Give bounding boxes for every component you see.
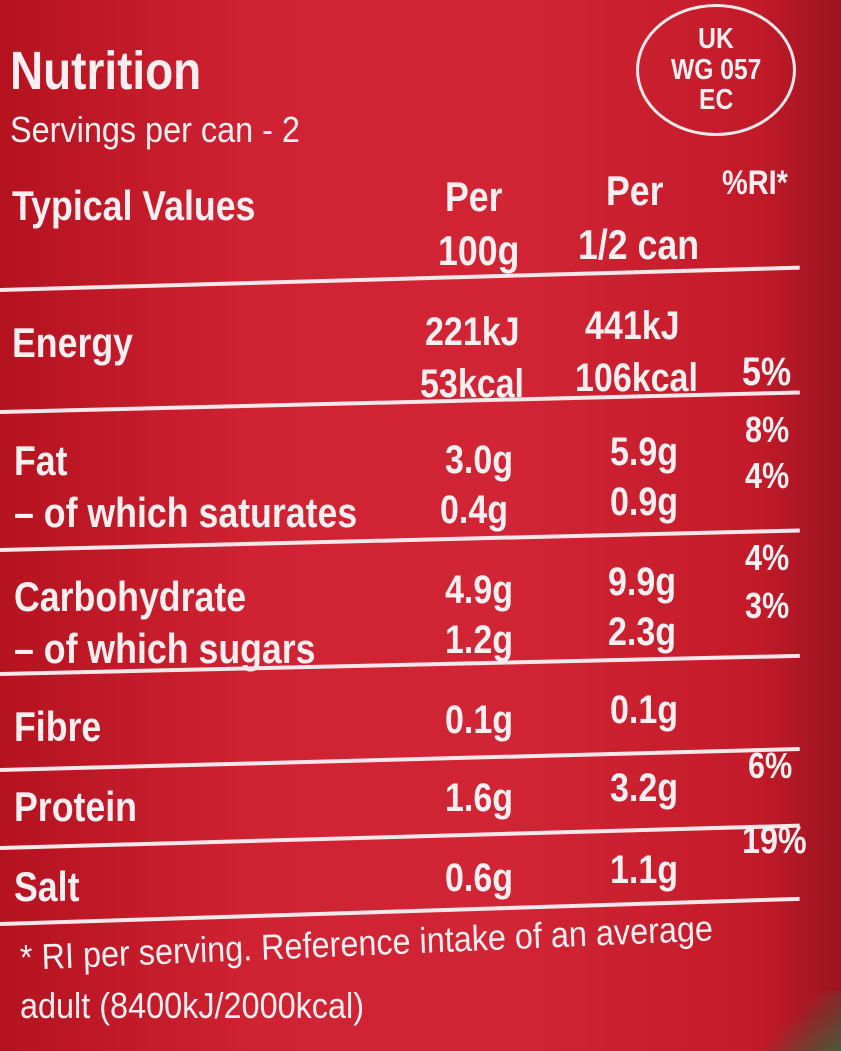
row-salt-label: Salt [14,863,80,910]
energy-kcal-perhalf: 106kcal [575,356,698,400]
carbohydrate-perhalf: 9.9g [608,560,677,604]
energy-ri: 5% [742,350,792,394]
footnote-line2: adult (8400kJ/2000kcal) [20,985,365,1026]
header-per: Per [606,167,664,214]
row-saturates-label: – of which saturates [14,489,358,536]
salt-ri: 19% [742,820,807,862]
fibre-perhalf: 0.1g [610,688,679,732]
row-fibre-label: Fibre [14,703,102,750]
protein-perhalf: 3.2g [610,766,679,810]
protein-ri: 6% [748,745,793,786]
sugars-per100: 1.2g [445,618,514,662]
sugars-perhalf: 2.3g [608,610,677,654]
saturates-perhalf: 0.9g [610,480,679,524]
row-protein-label: Protein [14,783,137,830]
can-edge [761,991,841,1051]
saturates-ri: 4% [745,455,790,496]
carbohydrate-ri: 4% [745,537,790,578]
carbohydrate-per100: 4.9g [445,568,514,612]
row-energy-label: Energy [12,319,134,366]
row-carbohydrate-label: Carbohydrate [14,573,247,620]
salt-per100: 0.6g [445,856,514,900]
header-half-can: 1/2 can [578,221,700,268]
health-mark-stamp: UK WG 057 EC [636,4,796,136]
saturates-per100: 0.4g [440,488,509,532]
row-sugars-label: – of which sugars [14,625,316,672]
sugars-ri: 3% [745,585,790,626]
energy-kj-per100: 221kJ [425,310,520,354]
servings-text: Servings per can - 2 [10,109,300,150]
salt-perhalf: 1.1g [610,848,679,892]
fibre-per100: 0.1g [445,698,514,742]
energy-kj-perhalf: 441kJ [585,304,680,348]
header-typical-values: Typical Values [12,182,256,229]
fat-per100: 3.0g [445,438,514,482]
header-100g: 100g [438,227,520,274]
nutrition-title: Nutrition [10,41,202,101]
row-fat-label: Fat [14,437,68,484]
protein-per100: 1.6g [445,776,514,820]
fat-perhalf: 5.9g [610,430,679,474]
header-per: Per [445,173,503,220]
fat-ri: 8% [745,409,790,450]
header-ri: %RI* [722,164,788,202]
